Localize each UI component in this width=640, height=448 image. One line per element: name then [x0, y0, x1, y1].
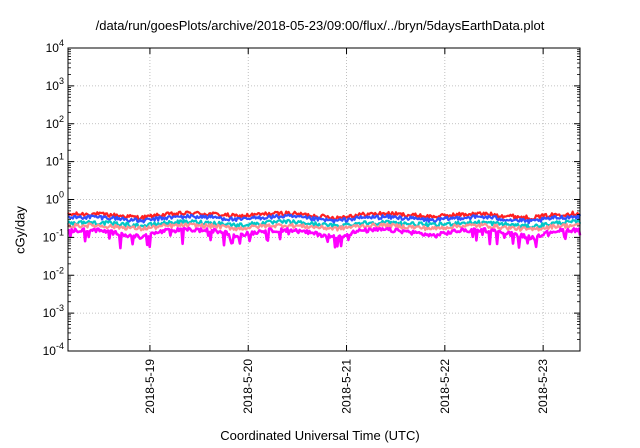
y-tick-base: 10 [43, 344, 57, 358]
series-group [66, 210, 582, 250]
axis-ticks [68, 47, 580, 352]
y-tick-exponent: 3 [59, 76, 64, 86]
y-tick-label: 103 [46, 76, 64, 93]
x-tick-label: 2018-5-22 [438, 359, 452, 414]
y-axis-label-text: cGy/day [12, 206, 28, 254]
x-axis-label: Coordinated Universal Time (UTC) [220, 428, 420, 443]
y-tick-exponent: 4 [59, 38, 64, 48]
series-line [66, 218, 582, 230]
y-tick-exponent: 2 [59, 114, 64, 124]
grid-lines [68, 48, 580, 351]
x-tick-label: 2018-5-23 [536, 359, 550, 414]
y-tick-exponent: -4 [56, 341, 64, 351]
y-tick-base: 10 [43, 306, 57, 320]
y-tick-label: 104 [46, 38, 64, 55]
series-line [67, 210, 581, 221]
y-tick-label: 10-4 [43, 341, 64, 358]
y-tick-exponent: -3 [56, 303, 64, 313]
y-tick-base: 10 [43, 268, 57, 282]
series-line [68, 213, 582, 225]
x-tick-label: 2018-5-20 [241, 359, 255, 414]
y-tick-exponent: -1 [56, 227, 64, 237]
y-tick-label: 101 [46, 152, 64, 169]
y-tick-label: 10-1 [43, 227, 64, 244]
y-tick-exponent: 0 [59, 190, 64, 200]
y-tick-base: 10 [46, 41, 60, 55]
x-tick-labels: 2018-5-19 2018-5-20 2018-5-21 2018-5-22 2018… [143, 359, 550, 414]
y-tick-label: 102 [46, 114, 64, 131]
y-tick-exponent: 1 [59, 152, 64, 162]
y-tick-base: 10 [46, 79, 60, 93]
y-axis-label: cGy/day [10, 190, 30, 270]
y-tick-exponent: -2 [56, 265, 64, 275]
y-tick-base: 10 [46, 155, 60, 169]
y-tick-label: 10-3 [43, 303, 64, 320]
chart-title: /data/run/goesPlots/archive/2018-05-23/0… [95, 18, 545, 33]
y-tick-base: 10 [46, 117, 60, 131]
x-tick-label: 2018-5-19 [143, 359, 157, 414]
series-line [67, 226, 582, 250]
series-line [67, 222, 581, 232]
x-tick-label: 2018-5-21 [340, 359, 354, 414]
y-tick-base: 10 [46, 193, 60, 207]
y-tick-label: 100 [46, 190, 64, 207]
y-tick-base: 10 [43, 230, 57, 244]
y-tick-label: 10-2 [43, 265, 64, 282]
